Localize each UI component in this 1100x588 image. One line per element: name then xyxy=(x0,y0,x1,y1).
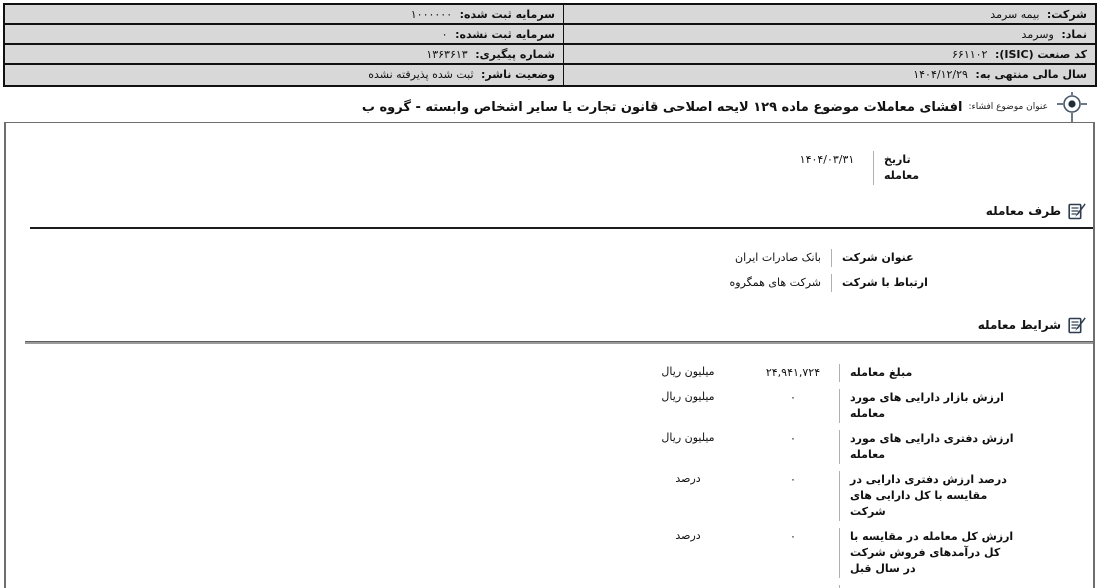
isic-code-label: کد صنعت (ISIC): xyxy=(994,48,1087,61)
fiscal-year-value: ۱۴۰۴/۱۲/۲۹ xyxy=(913,68,968,81)
note-pen-icon xyxy=(1068,316,1086,334)
section-divider-line xyxy=(30,227,1093,229)
total-value-percent-unit: درصد xyxy=(675,529,701,542)
symbol-label: نماد: xyxy=(1061,28,1087,41)
book-value-row: ارزش دفتری دارایی های مورد معامله ۰ میلی… xyxy=(6,430,1093,464)
company-title-value: بانک صادرات ایران xyxy=(735,251,821,264)
isic-code-value: ۶۶۱۱۰۲ xyxy=(952,48,988,61)
note-pen-icon xyxy=(1068,202,1086,220)
book-value-unit: میلیون ریال xyxy=(661,431,715,444)
disclosure-title-text: افشای معاملات موضوع ماده ۱۲۹ لایحه اصلاح… xyxy=(361,99,963,115)
publisher-status-value: ثبت شده پذیرفته نشده xyxy=(368,68,474,81)
registered-capital-value: ۱۰۰۰۰۰۰ xyxy=(410,8,453,21)
company-name-value: بیمه سرمد xyxy=(990,8,1040,21)
company-name-cell: شرکت: بیمه سرمد xyxy=(564,5,1095,23)
section-header-transaction-party: طرف معامله xyxy=(6,202,1093,220)
registered-capital-cell: سرمایه ثبت شده: ۱۰۰۰۰۰۰ xyxy=(5,5,564,23)
registered-capital-label: سرمایه ثبت شده: xyxy=(459,8,555,21)
table-row: کد صنعت (ISIC): ۶۶۱۱۰۲ شماره پیگیری: ۱۳۶… xyxy=(5,45,1095,65)
market-value-row: ارزش بازار دارایی های مورد معامله ۰ میلی… xyxy=(6,389,1093,423)
company-relation-label: ارتباط با شرکت xyxy=(831,274,935,292)
company-title-row: عنوان شرکت بانک صادرات ایران xyxy=(6,249,1093,267)
transaction-amount-label: مبلغ معامله xyxy=(839,364,1021,382)
section-divider-line-thick xyxy=(25,341,1093,344)
book-value-percent-value: ۰ xyxy=(790,473,796,486)
fiscal-year-label: سال مالی منتهی به: xyxy=(975,68,1087,81)
book-value-percent-row: درصد ارزش دفتری دارایی در مقایسه با کل د… xyxy=(6,471,1093,521)
transaction-date-value: ۱۴۰۴/۰۳/۳۱ xyxy=(799,153,855,166)
company-relation-value: شرکت های همگروه xyxy=(729,276,821,289)
disclosure-title-row: عنوان موضوع افشاء: افشای معاملات موضوع م… xyxy=(0,92,1090,122)
publisher-status-cell: وضعیت ناشر: ثبت شده پذیرفته نشده xyxy=(5,65,564,85)
company-info-table: شرکت: بیمه سرمد سرمایه ثبت شده: ۱۰۰۰۰۰۰ … xyxy=(3,3,1097,87)
transaction-amount-row: مبلغ معامله ۲۴,۹۴۱,۷۲۴ میلیون ریال xyxy=(6,364,1093,382)
tracking-number-label: شماره پیگیری: xyxy=(475,48,555,61)
transaction-terms-rows: مبلغ معامله ۲۴,۹۴۱,۷۲۴ میلیون ریال ارزش … xyxy=(6,364,1093,588)
total-value-percent-row: ارزش کل معامله در مقایسه با کل درآمدهای … xyxy=(6,528,1093,578)
market-value-label: ارزش بازار دارایی های مورد معامله xyxy=(839,389,1021,423)
company-relation-row: ارتباط با شرکت شرکت های همگروه xyxy=(6,274,1093,292)
symbol-cell: نماد: وسرمد xyxy=(564,25,1095,43)
symbol-value: وسرمد xyxy=(1021,28,1054,41)
tracking-number-value: ۱۳۶۳۶۱۳ xyxy=(426,48,468,61)
market-value-unit: میلیون ریال xyxy=(661,390,715,403)
disclosure-title-prefix: عنوان موضوع افشاء: xyxy=(968,102,1048,112)
fiscal-year-cell: سال مالی منتهی به: ۱۴۰۴/۱۲/۲۹ xyxy=(564,65,1095,85)
company-name-label: شرکت: xyxy=(1046,8,1087,21)
target-icon xyxy=(1054,92,1090,122)
table-row: نماد: وسرمد سرمایه ثبت نشده: ۰ xyxy=(5,25,1095,45)
table-row: سال مالی منتهی به: ۱۴۰۴/۱۲/۲۹ وضعیت ناشر… xyxy=(5,65,1095,85)
market-value-value: ۰ xyxy=(790,391,796,404)
section-title-transaction-party: طرف معامله xyxy=(985,204,1061,218)
unregistered-capital-value: ۰ xyxy=(441,28,448,41)
section-title-transaction-terms: شرایط معامله xyxy=(977,318,1061,332)
unregistered-capital-label: سرمایه ثبت نشده: xyxy=(455,28,555,41)
section-header-transaction-terms: شرایط معامله xyxy=(6,316,1093,334)
book-value-percent-label: درصد ارزش دفتری دارایی در مقایسه با کل د… xyxy=(839,471,1021,521)
company-title-label: عنوان شرکت xyxy=(831,249,935,267)
unregistered-capital-cell: سرمایه ثبت نشده: ۰ xyxy=(5,25,564,43)
total-value-percent-label: ارزش کل معامله در مقایسه با کل درآمدهای … xyxy=(839,528,1021,578)
transaction-amount-unit: میلیون ریال xyxy=(661,365,715,378)
table-row: شرکت: بیمه سرمد سرمایه ثبت شده: ۱۰۰۰۰۰۰ xyxy=(5,5,1095,25)
total-value-percent-value: ۰ xyxy=(790,530,796,543)
transaction-date-row: تاریخ معامله ۱۴۰۴/۰۳/۳۱ xyxy=(6,151,1093,185)
disclosure-form-box: تاریخ معامله ۱۴۰۴/۰۳/۳۱ طرف معامله عنوان… xyxy=(4,122,1095,588)
isic-code-cell: کد صنعت (ISIC): ۶۶۱۱۰۲ xyxy=(564,45,1095,63)
transaction-date-label: تاریخ معامله xyxy=(873,151,955,185)
transaction-amount-value: ۲۴,۹۴۱,۷۲۴ xyxy=(765,366,821,379)
book-value-value: ۰ xyxy=(790,432,796,445)
transaction-party-rows: عنوان شرکت بانک صادرات ایران ارتباط با ش… xyxy=(6,249,1093,292)
book-value-label: ارزش دفتری دارایی های مورد معامله xyxy=(839,430,1021,464)
publisher-status-label: وضعیت ناشر: xyxy=(481,68,555,81)
book-value-percent-unit: درصد xyxy=(675,472,701,485)
tracking-number-cell: شماره پیگیری: ۱۳۶۳۶۱۳ xyxy=(5,45,564,63)
